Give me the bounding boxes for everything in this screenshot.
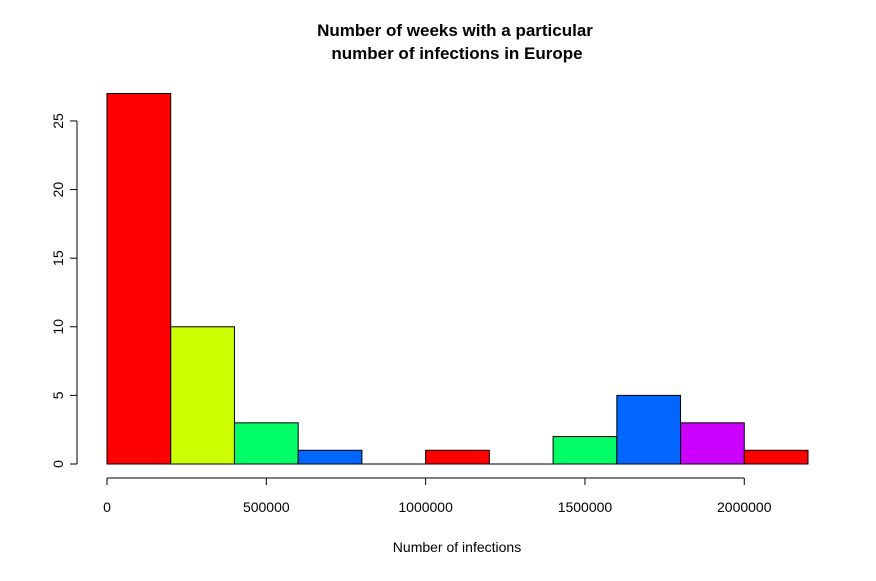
histogram-bar-7 xyxy=(552,436,618,465)
histogram-bar-8 xyxy=(616,394,682,465)
histogram-bar-1 xyxy=(170,326,235,465)
histogram-bar-2 xyxy=(233,422,299,465)
y-tick-label-3: 15 xyxy=(50,250,66,266)
x-axis-title: Number of infections xyxy=(393,539,521,555)
y-tick-label-0: 0 xyxy=(50,460,66,468)
chart-title-line-2: number of infections in Europe xyxy=(331,44,582,63)
histogram-bar-3 xyxy=(297,449,363,465)
x-tick-label-2: 1000000 xyxy=(398,499,453,515)
histogram-bar-0 xyxy=(106,93,172,465)
histogram-bar-10 xyxy=(743,449,809,465)
y-tick-label-1: 5 xyxy=(50,391,66,399)
bars-layer xyxy=(106,93,809,465)
histogram-bar-9 xyxy=(680,422,745,465)
x-tick-label-0: 0 xyxy=(103,499,111,515)
y-tick-label-4: 20 xyxy=(50,182,66,198)
x-tick-label-1: 500000 xyxy=(243,499,290,515)
y-tick-label-2: 10 xyxy=(50,319,66,335)
y-axis: 0 5 10 15 20 25 xyxy=(50,113,78,468)
chart-title-line-1: Number of weeks with a particular xyxy=(317,21,593,40)
histogram-bar-5 xyxy=(425,449,490,465)
x-tick-label-4: 2000000 xyxy=(717,499,772,515)
x-tick-label-3: 1500000 xyxy=(558,499,613,515)
x-axis: 0 500000 1000000 1500000 2000000 xyxy=(103,477,772,515)
y-tick-label-5: 25 xyxy=(50,113,66,129)
